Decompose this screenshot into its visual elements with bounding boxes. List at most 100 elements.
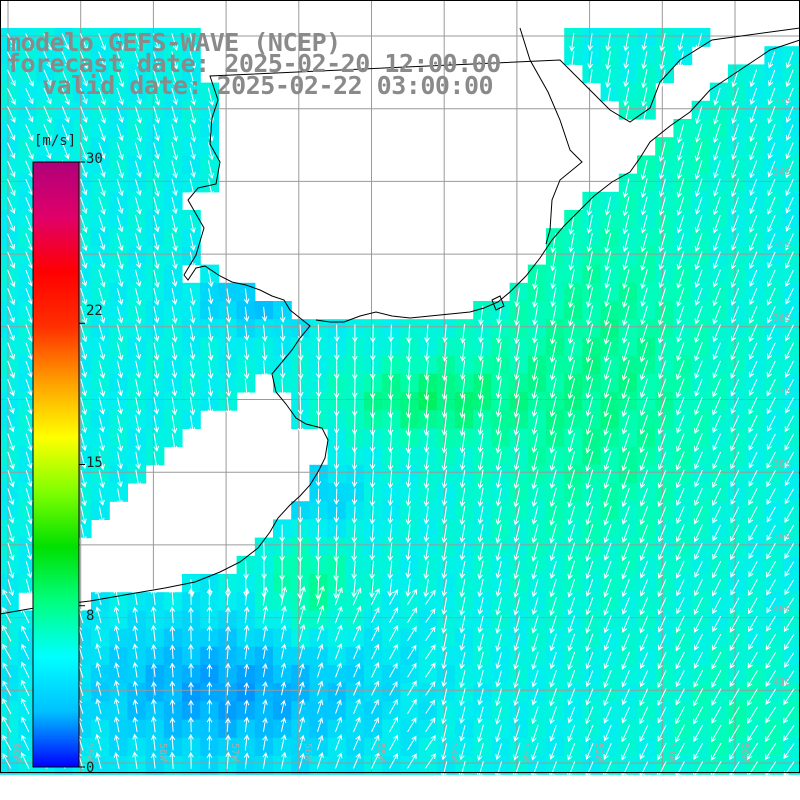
wind-arrow <box>7 542 15 561</box>
wind-arrow <box>297 506 304 524</box>
wind-arrow <box>622 178 630 198</box>
wind-arrow <box>171 269 178 288</box>
wind-arrow <box>116 197 124 215</box>
wind-arrow <box>116 324 124 343</box>
wind-arrow <box>370 752 380 769</box>
wind-arrow <box>387 360 394 381</box>
wind-arrow <box>748 360 758 378</box>
wind-arrow <box>153 287 160 306</box>
wind-arrow <box>477 560 484 580</box>
wind-arrow <box>550 250 557 272</box>
wind-arrow <box>333 506 340 523</box>
wind-arrow <box>369 396 376 419</box>
wind-arrow <box>441 360 448 382</box>
wind-arrow <box>712 415 722 434</box>
wind-arrow <box>639 360 649 381</box>
wind-arrow <box>712 396 722 416</box>
wind-arrow <box>135 415 142 434</box>
wind-arrow <box>639 633 649 652</box>
wind-arrow <box>694 141 703 162</box>
wind-arrow <box>766 378 776 397</box>
wind-arrow <box>369 542 376 561</box>
wind-arrow <box>206 752 213 769</box>
wind-arrow <box>549 341 557 364</box>
wind-arrow <box>25 542 33 561</box>
wind-arrow <box>25 306 34 324</box>
wind-arrow <box>549 743 557 760</box>
wind-arrow <box>425 735 436 751</box>
wind-arrow <box>694 633 703 651</box>
wind-arrow <box>640 378 648 399</box>
wind-arrow <box>388 734 398 751</box>
wind-arrow <box>206 734 213 751</box>
wind-arrow <box>189 415 196 434</box>
wind-arrow <box>261 542 267 562</box>
wind-arrow <box>113 697 120 715</box>
wind-arrow <box>116 160 124 179</box>
wind-arrow <box>549 724 557 742</box>
wind-arrow <box>442 324 448 343</box>
wind-arrow <box>586 250 593 272</box>
wind-arrow <box>641 33 648 51</box>
wind-arrow <box>514 305 520 327</box>
wind-arrow <box>639 724 649 743</box>
wind-arrow <box>585 469 594 490</box>
wind-arrow <box>441 670 448 688</box>
wind-arrow <box>729 761 740 778</box>
wind-arrow <box>495 451 502 472</box>
wind-arrow <box>784 561 795 577</box>
wind-arrow <box>495 670 502 688</box>
wind-arrow <box>280 662 287 678</box>
wind-arrow <box>603 378 612 399</box>
wind-arrow <box>585 597 594 616</box>
wind-arrow <box>585 560 594 580</box>
wind-arrow <box>189 360 196 379</box>
wind-arrow <box>767 124 776 142</box>
wind-arrow <box>621 451 630 472</box>
wind-arrow <box>749 87 758 105</box>
wind-arrow <box>333 342 340 361</box>
wind-arrow <box>297 360 304 380</box>
wind-arrow <box>730 469 740 488</box>
wind-arrow <box>585 706 594 725</box>
wind-vectors <box>2 32 795 780</box>
wind-arrow <box>353 735 361 751</box>
wind-arrow <box>280 751 287 769</box>
wind-arrow <box>784 506 795 524</box>
wind-arrow <box>639 414 649 435</box>
wind-arrow <box>657 414 667 435</box>
wind-arrow <box>658 342 667 362</box>
wind-arrow <box>531 451 539 472</box>
wind-arrow <box>334 587 343 606</box>
wind-arrow <box>7 215 16 232</box>
wind-arrow <box>603 688 612 707</box>
wind-arrow <box>2 734 12 751</box>
wind-arrow <box>677 123 685 144</box>
wind-arrow <box>567 433 575 454</box>
wind-arrow <box>785 160 794 179</box>
wind-arrow <box>639 396 648 417</box>
wind-arrow <box>153 51 160 69</box>
wind-arrow <box>98 415 105 433</box>
wind-arrow <box>134 142 142 161</box>
wind-arrow <box>387 378 394 400</box>
wind-arrow <box>135 342 142 360</box>
wind-arrow <box>748 615 758 633</box>
wind-arrow <box>351 451 358 471</box>
wind-arrow <box>605 87 611 106</box>
wind-arrow <box>784 542 795 560</box>
wind-arrow <box>2 589 12 605</box>
wind-arrow <box>585 451 594 472</box>
wind-arrow <box>784 433 795 451</box>
wind-arrow <box>676 506 685 524</box>
wind-arrow <box>407 753 417 769</box>
wind-arrow <box>766 542 776 560</box>
wind-arrow <box>495 341 502 363</box>
wind-arrow <box>712 342 721 361</box>
wind-arrow <box>587 69 593 89</box>
wind-arrow <box>694 542 703 561</box>
wind-arrow <box>335 681 342 696</box>
wind-arrow <box>389 643 398 660</box>
wind-arrow <box>405 378 412 400</box>
